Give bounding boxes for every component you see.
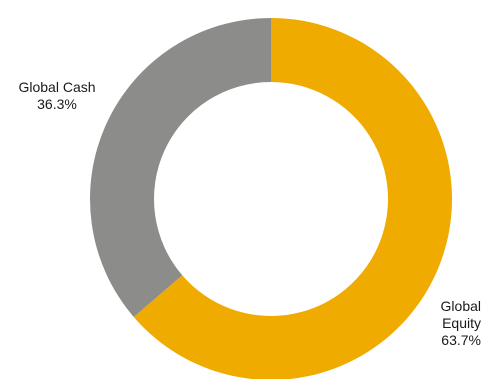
slice-value: 63.7% <box>441 332 481 348</box>
slice-label-global-equity: Global Equity 63.7% <box>441 298 481 348</box>
slice-name: Global Cash <box>18 79 95 95</box>
slice-label-global-cash: Global Cash 36.3% <box>18 79 95 112</box>
slice-value: 36.3% <box>37 96 77 112</box>
slice-labels: Global Equity 63.7% Global Cash 36.3% <box>18 79 481 348</box>
slice-name: Equity <box>442 315 481 331</box>
donut-slice-global-equity <box>133 18 452 379</box>
donut-slice-global-cash <box>90 18 271 317</box>
donut-slices <box>90 18 452 379</box>
slice-name: Global <box>441 298 481 314</box>
